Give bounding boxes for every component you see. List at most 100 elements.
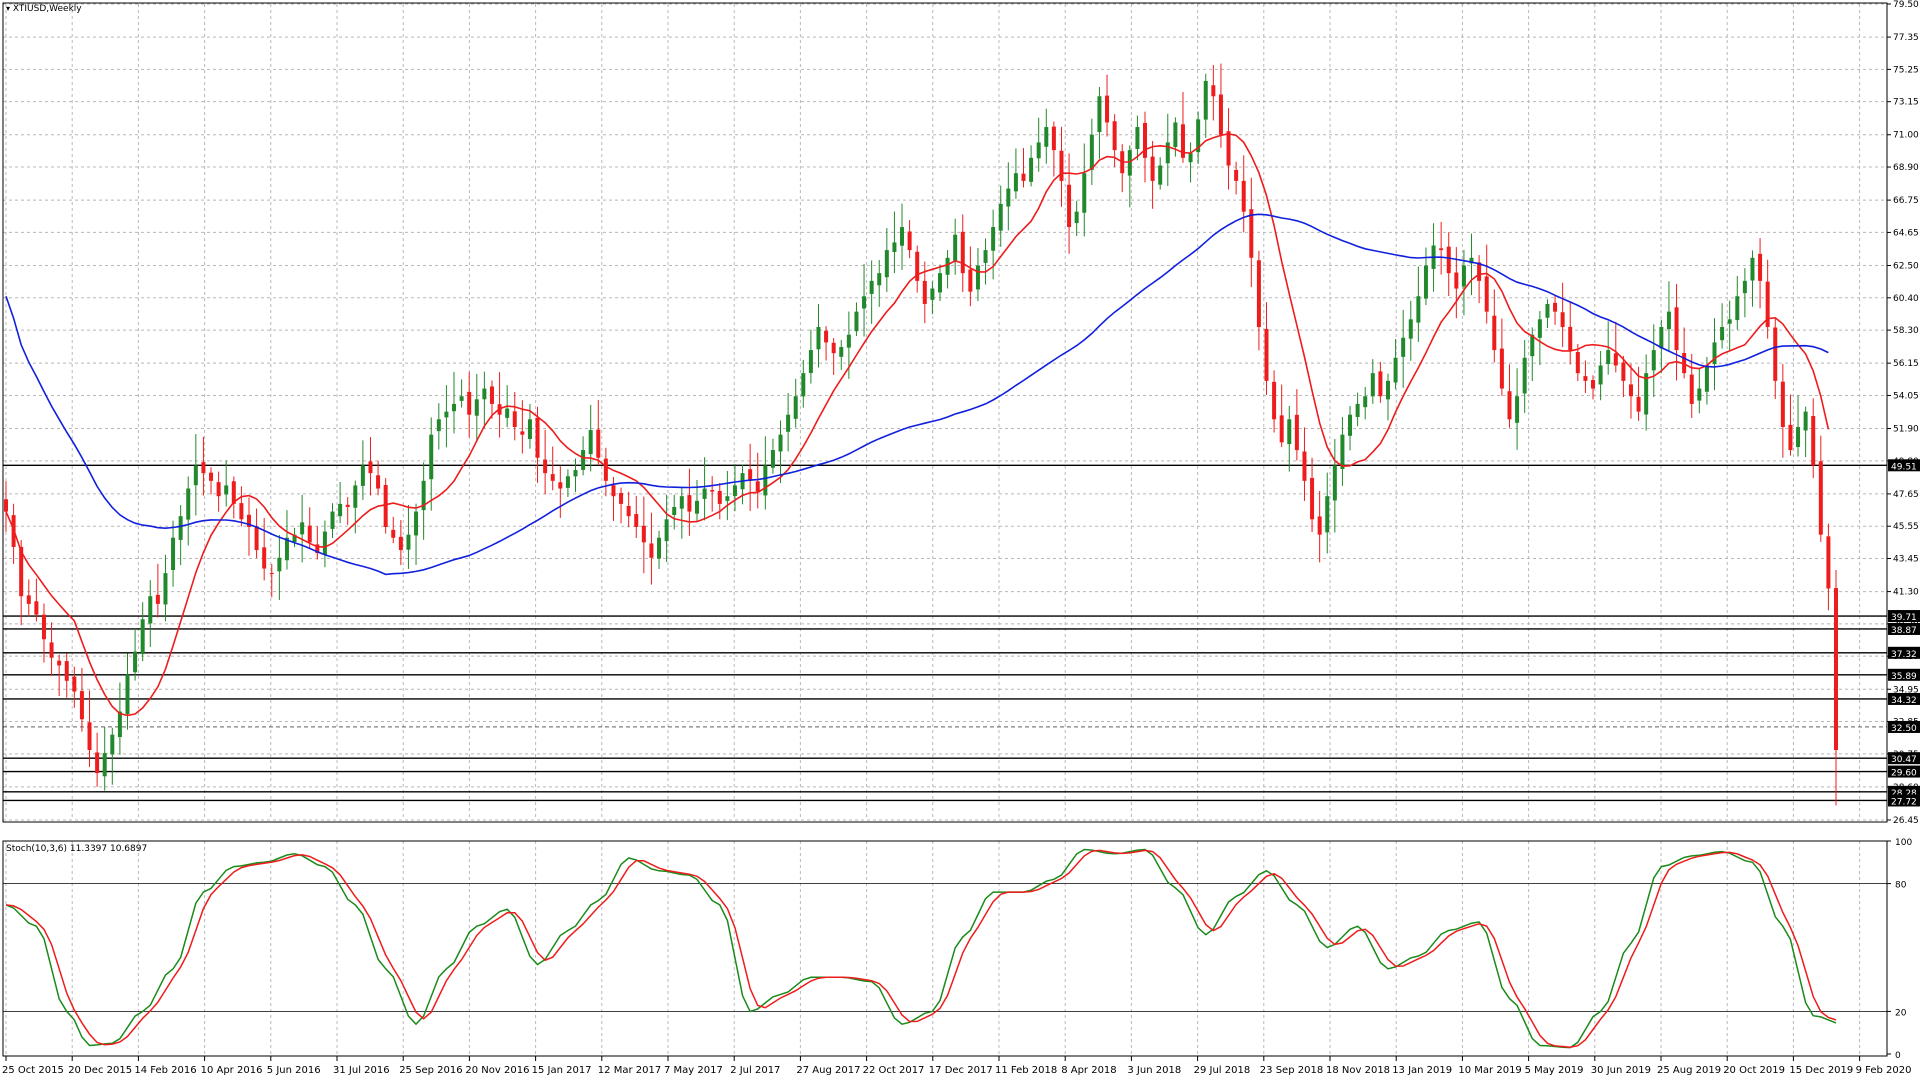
bearish-candle[interactable] [345, 504, 350, 507]
bearish-candle[interactable] [1826, 536, 1831, 589]
bearish-candle[interactable] [1591, 380, 1596, 389]
bearish-candle[interactable] [246, 514, 251, 527]
bullish-candle[interactable] [1165, 142, 1170, 164]
bullish-candle[interactable] [1644, 373, 1649, 415]
bearish-candle[interactable] [1477, 262, 1482, 281]
bullish-candle[interactable] [284, 537, 289, 561]
bullish-candle[interactable] [1530, 334, 1535, 357]
bullish-candle[interactable] [808, 350, 813, 373]
bullish-candle[interactable] [1013, 173, 1018, 192]
bullish-candle[interactable] [892, 242, 897, 252]
bullish-candle[interactable] [1515, 396, 1520, 423]
bearish-candle[interactable] [1628, 384, 1633, 397]
bullish-candle[interactable] [1363, 396, 1368, 408]
bearish-candle[interactable] [57, 660, 62, 666]
bullish-candle[interactable] [338, 503, 343, 517]
bullish-candle[interactable] [292, 534, 297, 543]
bullish-candle[interactable] [429, 434, 434, 480]
bearish-candle[interactable] [831, 342, 836, 354]
bullish-candle[interactable] [801, 373, 806, 397]
bullish-candle[interactable] [945, 257, 950, 275]
bullish-candle[interactable] [1029, 157, 1034, 182]
bearish-candle[interactable] [710, 490, 715, 492]
bearish-candle[interactable] [201, 462, 206, 474]
bullish-candle[interactable] [452, 403, 457, 412]
bearish-candle[interactable] [1310, 477, 1315, 520]
bearish-candle[interactable] [307, 525, 312, 543]
stochastic-pane[interactable] [3, 848, 1887, 1049]
bullish-candle[interactable] [854, 311, 859, 332]
bearish-candle[interactable] [1112, 121, 1117, 151]
bearish-candle[interactable] [922, 280, 927, 304]
bullish-candle[interactable] [224, 485, 229, 495]
bearish-candle[interactable] [520, 431, 525, 435]
bullish-candle[interactable] [679, 496, 684, 509]
moving-average-fast-line[interactable] [5, 132, 1830, 717]
bullish-candle[interactable] [1651, 350, 1656, 371]
bullish-candle[interactable] [1606, 350, 1611, 365]
bullish-candle[interactable] [664, 519, 669, 542]
bearish-candle[interactable] [1317, 516, 1322, 535]
bullish-candle[interactable] [877, 273, 882, 286]
bullish-candle[interactable] [565, 476, 570, 488]
bearish-candle[interactable] [619, 492, 624, 504]
bullish-candle[interactable] [1401, 337, 1406, 357]
bearish-candle[interactable] [687, 495, 692, 512]
symbol-label-box[interactable]: ▾ XTIUSD,Weekly [6, 4, 82, 14]
bullish-candle[interactable] [1469, 257, 1474, 264]
bearish-candle[interactable] [155, 594, 160, 604]
bullish-candle[interactable] [1712, 342, 1717, 365]
bullish-candle[interactable] [657, 537, 662, 559]
bearish-candle[interactable] [1689, 374, 1694, 404]
bearish-candle[interactable] [368, 461, 373, 474]
bullish-candle[interactable] [793, 396, 798, 419]
bullish-candle[interactable] [178, 516, 183, 540]
bullish-candle[interactable] [406, 534, 411, 550]
bullish-candle[interactable] [672, 506, 677, 515]
bullish-candle[interactable] [360, 465, 365, 486]
bullish-candle[interactable] [846, 334, 851, 348]
bearish-candle[interactable] [26, 595, 31, 604]
bearish-candle[interactable] [1256, 260, 1261, 328]
bearish-candle[interactable] [1674, 307, 1679, 351]
bearish-candle[interactable] [87, 722, 92, 751]
bearish-candle[interactable] [1234, 169, 1239, 181]
bearish-candle[interactable] [231, 481, 236, 504]
bearish-candle[interactable] [641, 525, 646, 543]
bearish-candle[interactable] [49, 642, 54, 658]
bearish-candle[interactable] [315, 544, 320, 554]
bearish-candle[interactable] [1059, 150, 1064, 181]
bullish-candle[interactable] [186, 488, 191, 520]
bearish-candle[interactable] [1051, 126, 1056, 151]
bullish-candle[interactable] [1203, 80, 1208, 120]
dropdown-triangle-icon[interactable]: ▾ [6, 4, 11, 13]
bullish-candle[interactable] [884, 250, 889, 278]
bullish-candle[interactable] [694, 500, 699, 514]
bullish-candle[interactable] [1742, 280, 1747, 294]
bearish-candle[interactable] [1499, 348, 1504, 389]
bullish-candle[interactable] [725, 496, 730, 501]
bullish-candle[interactable] [1385, 380, 1390, 400]
bullish-candle[interactable] [1173, 122, 1178, 147]
bearish-candle[interactable] [376, 475, 381, 489]
bullish-candle[interactable] [482, 388, 487, 400]
bearish-candle[interactable] [269, 572, 274, 574]
bullish-candle[interactable] [953, 234, 958, 262]
bullish-candle[interactable] [322, 531, 327, 555]
bullish-candle[interactable] [474, 399, 479, 416]
bullish-candle[interactable] [444, 411, 449, 418]
bearish-candle[interactable] [1454, 272, 1459, 289]
bearish-candle[interactable] [550, 474, 555, 481]
bullish-candle[interactable] [998, 203, 1003, 231]
bullish-candle[interactable] [1325, 496, 1330, 533]
bullish-candle[interactable] [732, 485, 737, 496]
bearish-candle[interactable] [1568, 326, 1573, 351]
bullish-candle[interactable] [140, 619, 145, 655]
bullish-candle[interactable] [983, 250, 988, 263]
bearish-candle[interactable] [1834, 588, 1838, 751]
bullish-candle[interactable] [353, 485, 358, 508]
bullish-candle[interactable] [505, 408, 510, 418]
bullish-candle[interactable] [459, 396, 464, 401]
stochastic-signal-line[interactable] [5, 849, 1837, 1048]
